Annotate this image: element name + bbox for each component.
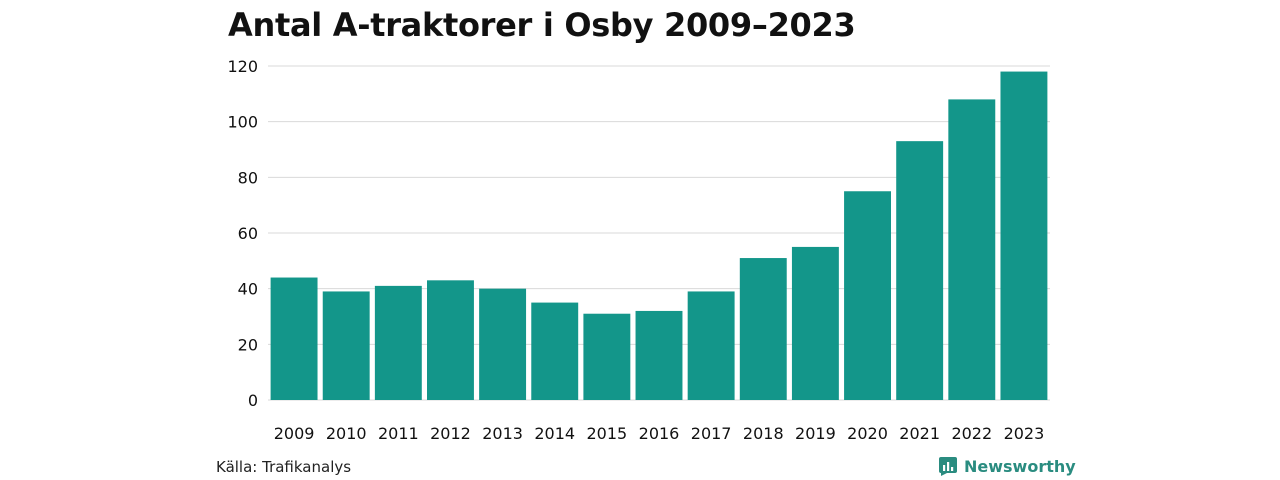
x-tick-label: 2014 bbox=[534, 424, 575, 443]
y-tick-label: 120 bbox=[227, 57, 258, 76]
x-tick-label: 2016 bbox=[639, 424, 680, 443]
y-tick-label: 20 bbox=[238, 335, 258, 354]
bar-2014 bbox=[531, 302, 579, 400]
y-tick-label: 60 bbox=[238, 224, 258, 243]
bar-2017 bbox=[687, 291, 735, 400]
x-tick-label: 2015 bbox=[587, 424, 628, 443]
brand-name: Newsworthy bbox=[964, 456, 1076, 476]
x-tick-label: 2023 bbox=[1004, 424, 1045, 443]
y-tick-label: 80 bbox=[238, 168, 258, 187]
x-tick-label: 2013 bbox=[482, 424, 523, 443]
y-tick-label: 100 bbox=[227, 113, 258, 132]
x-tick-label: 2018 bbox=[743, 424, 784, 443]
newsworthy-chart-icon bbox=[939, 457, 957, 476]
bar-2015 bbox=[583, 313, 631, 400]
bar-2020 bbox=[844, 191, 891, 400]
x-tick-label: 2011 bbox=[378, 424, 419, 443]
bar-2019 bbox=[791, 246, 839, 400]
bar-2013 bbox=[479, 288, 527, 400]
x-tick-label: 2017 bbox=[691, 424, 732, 443]
bar-2022 bbox=[948, 99, 996, 401]
x-tick-label: 2022 bbox=[951, 424, 992, 443]
x-tick-label: 2021 bbox=[899, 424, 940, 443]
x-tick-label: 2019 bbox=[795, 424, 836, 443]
bar-2016 bbox=[635, 310, 683, 400]
bar-2010 bbox=[322, 291, 370, 400]
bar-2018 bbox=[739, 258, 787, 400]
bar-2012 bbox=[427, 280, 474, 400]
bar-2009 bbox=[270, 277, 318, 400]
bar-2021 bbox=[896, 141, 944, 400]
brand-logo: Newsworthy bbox=[938, 456, 1076, 476]
x-tick-label: 2012 bbox=[430, 424, 471, 443]
x-tick-label: 2009 bbox=[274, 424, 315, 443]
bar-2011 bbox=[374, 285, 422, 400]
x-tick-label: 2010 bbox=[326, 424, 367, 443]
source-note: Källa: Trafikanalys bbox=[216, 458, 352, 476]
bar-2023 bbox=[1000, 71, 1048, 401]
y-tick-label: 0 bbox=[248, 391, 258, 410]
x-tick-label: 2020 bbox=[847, 424, 888, 443]
chart-title: Antal A-traktorer i Osby 2009–2023 bbox=[228, 6, 856, 44]
y-tick-label: 40 bbox=[238, 280, 258, 299]
